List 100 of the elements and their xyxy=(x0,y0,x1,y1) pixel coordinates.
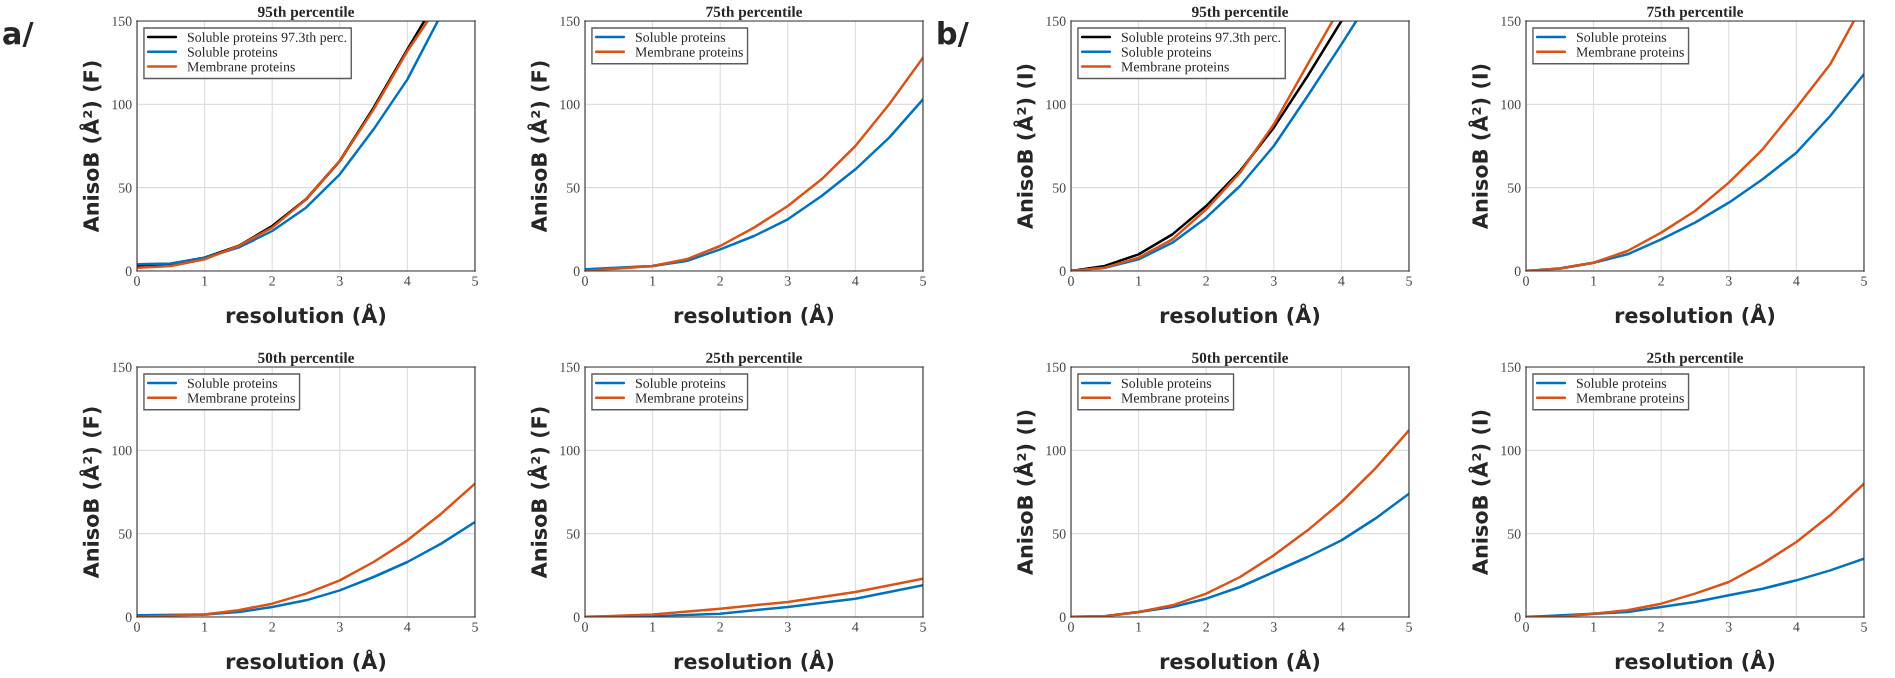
legend-label: Soluble proteins xyxy=(1121,46,1212,60)
x-tick-label: 1 xyxy=(1136,276,1142,286)
x-tick-label: 0 xyxy=(582,622,588,632)
legend-label: Membrane proteins xyxy=(1576,46,1684,60)
x-axis-title: resolution (Å) xyxy=(674,649,834,672)
chart-title: 25th percentile xyxy=(1647,352,1744,367)
x-tick-label: 1 xyxy=(202,276,208,286)
y-tick-label: 0 xyxy=(1514,612,1521,622)
x-tick-label: 0 xyxy=(134,622,140,632)
x-axis-title: resolution (Å) xyxy=(226,649,386,672)
y-tick-label: 100 xyxy=(112,99,132,110)
x-tick-label: 5 xyxy=(1861,622,1867,632)
x-axis-title: resolution (Å) xyxy=(226,303,386,326)
y-tick-label: 150 xyxy=(1046,362,1066,372)
y-axis-title: AnisoB (Å²) (I) xyxy=(1013,410,1036,576)
y-tick-label: 150 xyxy=(1501,362,1521,372)
x-tick-label: 1 xyxy=(1136,622,1142,632)
x-tick-label: 5 xyxy=(920,276,926,286)
x-tick-label: 4 xyxy=(1793,622,1800,632)
y-tick-label: 150 xyxy=(560,16,580,26)
legend-label: Soluble proteins xyxy=(187,378,278,391)
x-tick-label: 3 xyxy=(1270,622,1277,632)
x-tick-label: 2 xyxy=(269,622,275,632)
y-tick-label: 50 xyxy=(1053,183,1066,193)
y-tick-label: 150 xyxy=(1046,16,1066,26)
legend-label: Membrane proteins xyxy=(187,392,295,406)
x-tick-label: 3 xyxy=(784,622,791,632)
x-tick-label: 2 xyxy=(269,276,275,286)
x-tick-label: 3 xyxy=(336,276,343,286)
y-axis-title: AnisoB (Å²) (F) xyxy=(79,61,102,233)
legend-label: Soluble proteins xyxy=(1576,378,1667,391)
x-tick-label: 4 xyxy=(1338,622,1345,632)
legend-label: Soluble proteins xyxy=(635,32,726,45)
x-axis-title: resolution (Å) xyxy=(674,303,834,326)
legend-label: Soluble proteins xyxy=(187,46,278,60)
x-tick-label: 0 xyxy=(1523,622,1529,632)
x-tick-label: 4 xyxy=(1793,276,1800,286)
x-tick-label: 4 xyxy=(404,276,411,286)
y-tick-label: 0 xyxy=(1059,612,1066,622)
legend-label: Membrane proteins xyxy=(1121,61,1229,75)
y-tick-label: 100 xyxy=(560,445,580,456)
y-tick-label: 100 xyxy=(1501,99,1521,110)
x-tick-label: 3 xyxy=(336,622,343,632)
text: a/ xyxy=(3,21,34,48)
y-tick-label: 150 xyxy=(1501,16,1521,26)
y-tick-label: 0 xyxy=(125,612,132,622)
y-axis-title: AnisoB (Å²) (F) xyxy=(527,61,550,233)
x-tick-label: 3 xyxy=(784,276,791,286)
x-axis-title: resolution (Å) xyxy=(1615,649,1775,672)
y-tick-label: 0 xyxy=(1514,266,1521,276)
x-tick-label: 1 xyxy=(650,622,656,632)
chart-title: 75th percentile xyxy=(706,6,803,21)
y-tick-label: 0 xyxy=(1059,266,1066,276)
x-tick-label: 5 xyxy=(1861,276,1867,286)
x-tick-label: 2 xyxy=(717,622,723,632)
x-axis-title: resolution (Å) xyxy=(1160,303,1320,326)
legend-label: Soluble proteins xyxy=(1121,378,1212,391)
x-tick-label: 2 xyxy=(1658,276,1664,286)
legend-label: Membrane proteins xyxy=(187,61,295,75)
x-tick-label: 0 xyxy=(1523,276,1529,286)
chart-title: 50th percentile xyxy=(1192,352,1289,367)
y-tick-label: 150 xyxy=(112,362,132,372)
y-tick-label: 50 xyxy=(1508,529,1521,539)
legend-label: Membrane proteins xyxy=(635,392,743,406)
chart-title: 50th percentile xyxy=(258,352,355,367)
chart-title: 95th percentile xyxy=(1191,6,1289,21)
x-tick-label: 5 xyxy=(472,276,478,286)
y-tick-label: 0 xyxy=(125,266,132,276)
x-tick-label: 3 xyxy=(1725,622,1732,632)
y-axis-title: AnisoB (Å²) (I) xyxy=(1468,410,1491,576)
y-tick-label: 50 xyxy=(1053,529,1066,539)
chart-title: 95th percentile xyxy=(257,6,355,21)
y-tick-label: 50 xyxy=(1508,183,1521,193)
y-tick-label: 50 xyxy=(119,183,132,193)
y-tick-label: 0 xyxy=(573,612,580,622)
legend-label: Membrane proteins xyxy=(635,46,743,60)
x-tick-label: 2 xyxy=(717,276,723,286)
x-tick-label: 5 xyxy=(1406,622,1412,632)
x-tick-label: 1 xyxy=(202,622,208,632)
x-tick-label: 1 xyxy=(650,276,656,286)
x-tick-label: 3 xyxy=(1270,276,1277,286)
x-axis-title: resolution (Å) xyxy=(1160,649,1320,672)
x-tick-label: 4 xyxy=(852,622,859,632)
y-tick-label: 50 xyxy=(567,183,580,193)
legend-label: Soluble proteins xyxy=(635,378,726,391)
text: b/ xyxy=(938,21,969,48)
x-tick-label: 0 xyxy=(582,276,588,286)
y-tick-label: 100 xyxy=(1046,99,1066,110)
x-axis-title: resolution (Å) xyxy=(1615,303,1775,326)
y-tick-label: 50 xyxy=(119,529,132,539)
y-axis-title: AnisoB (Å²) (I) xyxy=(1013,64,1036,230)
x-tick-label: 0 xyxy=(1068,276,1074,286)
y-tick-label: 150 xyxy=(560,362,580,372)
legend-label: Membrane proteins xyxy=(1576,392,1684,406)
y-axis-title: AnisoB (Å²) (F) xyxy=(79,407,102,579)
x-tick-label: 4 xyxy=(404,622,411,632)
x-tick-label: 2 xyxy=(1658,622,1664,632)
legend-label: Soluble proteins xyxy=(1576,32,1667,45)
legend-label: Soluble proteins 97.3th perc. xyxy=(1121,32,1281,45)
chart-title: 25th percentile xyxy=(706,352,803,367)
